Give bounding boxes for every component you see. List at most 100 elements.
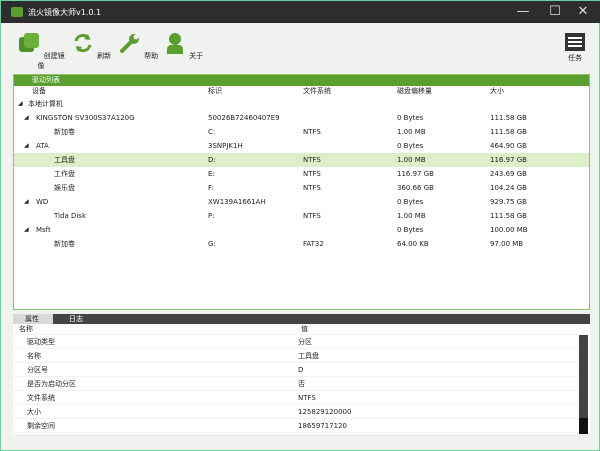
property-row[interactable]: 是否为启动分区 否 — [13, 377, 578, 391]
column-header-fs[interactable]: 文件系统 — [303, 87, 331, 95]
cell-id: E: — [208, 170, 215, 178]
create-image-label: 创建镜像 — [37, 52, 65, 70]
property-name: 剩余空间 — [27, 422, 55, 430]
property-name: 名称 — [27, 352, 41, 360]
cell-size: 111.58 GB — [490, 128, 527, 136]
maximize-button[interactable]: ☐ — [549, 4, 561, 19]
drive-row[interactable]: ◢ WD XW139A1661AH 0 Bytes 929.75 GB — [14, 195, 589, 209]
drive-list-panel: 驱动列表 设备 标识 文件系统 磁盘偏移量 大小 ◢ 本地计算机 ◢ KINGSTON… — [13, 74, 590, 310]
column-header-size[interactable]: 大小 — [490, 87, 504, 95]
property-row[interactable]: 分区号 D — [13, 363, 578, 377]
close-button[interactable]: ✕ — [577, 4, 589, 19]
device-name: 本地计算机 — [28, 100, 63, 108]
drive-row[interactable]: ◢ 本地计算机 — [14, 97, 589, 111]
cell-size: 100.00 MB — [490, 226, 528, 234]
column-header-name[interactable]: 名称 — [19, 325, 33, 333]
user-icon — [166, 33, 183, 54]
property-row[interactable]: 大小 125829120000 — [13, 405, 578, 419]
drive-row[interactable]: 工具盘 D: NTFS 1.00 MB 116.97 GB — [14, 153, 589, 167]
device-name: 新加卷 — [54, 128, 75, 136]
cell-size: 464.90 GB — [490, 142, 527, 150]
cell-id: P: — [208, 212, 215, 220]
device-name: 工作盘 — [54, 170, 75, 178]
help-label: 帮助 — [144, 52, 159, 60]
property-value: 工具盘 — [298, 352, 319, 360]
properties-header: 名称 值 — [13, 324, 578, 335]
property-row[interactable]: 剩余空间 18659717120 — [13, 419, 578, 433]
title-bar: 流火镜像大师v1.0.1 — ☐ ✕ — [1, 1, 600, 23]
drive-row[interactable]: 工作盘 E: NTFS 116.97 GB 243.69 GB — [14, 167, 589, 181]
column-header-offset[interactable]: 磁盘偏移量 — [397, 87, 432, 95]
expand-toggle-icon[interactable]: ◢ — [24, 142, 29, 149]
cell-offset: 0 Bytes — [397, 142, 424, 150]
cell-offset: 0 Bytes — [397, 114, 424, 122]
expand-toggle-icon[interactable]: ◢ — [24, 114, 29, 121]
drive-row[interactable]: 新加卷 G: FAT32 64.00 KB 97.00 MB — [14, 237, 589, 251]
about-button[interactable]: 关于 — [158, 31, 208, 61]
hamburger-icon — [565, 33, 585, 51]
property-name: 是否为启动分区 — [27, 380, 76, 388]
property-name: 文件系统 — [27, 394, 55, 402]
cell-id: F: — [208, 184, 214, 192]
drive-row[interactable]: 娱乐盘 F: NTFS 360.66 GB 104.24 GB — [14, 181, 589, 195]
properties-scrollbar[interactable] — [579, 335, 588, 434]
about-label: 关于 — [189, 52, 204, 60]
device-name: 新加卷 — [54, 240, 75, 248]
cell-size: 116.97 GB — [490, 156, 527, 164]
tasks-label: 任务 — [568, 54, 582, 62]
expand-toggle-icon[interactable]: ◢ — [18, 100, 23, 107]
cell-fs: NTFS — [303, 156, 321, 164]
column-header-id[interactable]: 标识 — [208, 87, 222, 95]
refresh-button[interactable]: 刷新 — [66, 31, 116, 61]
cell-offset: 0 Bytes — [397, 198, 424, 206]
property-value: 否 — [298, 380, 305, 388]
help-button[interactable]: 帮助 — [113, 31, 163, 61]
device-name: KINGSTON SV300S37A120G — [36, 114, 135, 122]
device-name: Msft — [36, 226, 51, 234]
property-row[interactable]: 文件系统 NTFS — [13, 391, 578, 405]
tab-log[interactable]: 日志 — [69, 315, 83, 323]
cell-offset: 116.97 GB — [397, 170, 434, 178]
cell-size: 111.58 GB — [490, 114, 527, 122]
cell-offset: 0 Bytes — [397, 226, 424, 234]
drive-row[interactable]: 新加卷 C: NTFS 1.00 MB 111.58 GB — [14, 125, 589, 139]
cell-size: 111.58 GB — [490, 212, 527, 220]
cell-size: 929.75 GB — [490, 198, 527, 206]
drive-row[interactable]: ◢ KINGSTON SV300S37A120G 50026B72460407E9 0… — [14, 111, 589, 125]
property-value: 分区 — [298, 338, 312, 346]
cell-fs: NTFS — [303, 170, 321, 178]
expand-toggle-icon[interactable]: ◢ — [24, 226, 29, 233]
minimize-button[interactable]: — — [516, 4, 530, 19]
tab-properties[interactable]: 属性 — [13, 314, 53, 324]
expand-toggle-icon[interactable]: ◢ — [24, 198, 29, 205]
properties-panel: 名称 值 驱动类型 分区 名称 工具盘 分区号 D 是否为启动分区否文件系统 NTFS 大小 12… — [13, 324, 590, 434]
cell-offset: 1.00 MB — [397, 156, 426, 164]
window-title: 流火镜像大师v1.0.1 — [28, 8, 102, 17]
device-name: Tida Disk — [54, 212, 86, 220]
cell-id: G: — [208, 240, 216, 248]
cell-id: XW139A1661AH — [208, 198, 266, 206]
property-value: NTFS — [298, 394, 316, 402]
tasks-menu-button[interactable]: 任务 — [564, 33, 586, 63]
cell-offset: 64.00 KB — [397, 240, 429, 248]
create-image-button[interactable]: 创建镜像 — [16, 31, 66, 71]
column-header-device[interactable]: 设备 — [32, 87, 46, 95]
cell-fs: FAT32 — [303, 240, 324, 248]
property-name: 驱动类型 — [27, 338, 55, 346]
drive-list-title: 驱动列表 — [14, 75, 589, 86]
app-logo-icon — [11, 7, 23, 17]
drive-row[interactable]: ◢ Msft 0 Bytes 100.00 MB — [14, 223, 589, 237]
drive-row[interactable]: ◢ ATA 3SNPJK1H 0 Bytes 464.90 GB — [14, 139, 589, 153]
device-name: ATA — [36, 142, 49, 150]
refresh-label: 刷新 — [97, 52, 112, 60]
property-row[interactable]: 名称 工具盘 — [13, 349, 578, 363]
column-header-value[interactable]: 值 — [301, 325, 308, 333]
refresh-icon — [74, 33, 92, 53]
property-row[interactable]: 驱动类型 分区 — [13, 335, 578, 349]
device-name: 娱乐盘 — [54, 184, 75, 192]
property-value: 18659717120 — [298, 422, 347, 430]
cell-id: 3SNPJK1H — [208, 142, 243, 150]
scrollbar-thumb[interactable] — [579, 418, 588, 434]
drive-row[interactable]: Tida Disk P: NTFS 1.00 MB 111.58 GB — [14, 209, 589, 223]
cell-id: 50026B72460407E9 — [208, 114, 280, 122]
